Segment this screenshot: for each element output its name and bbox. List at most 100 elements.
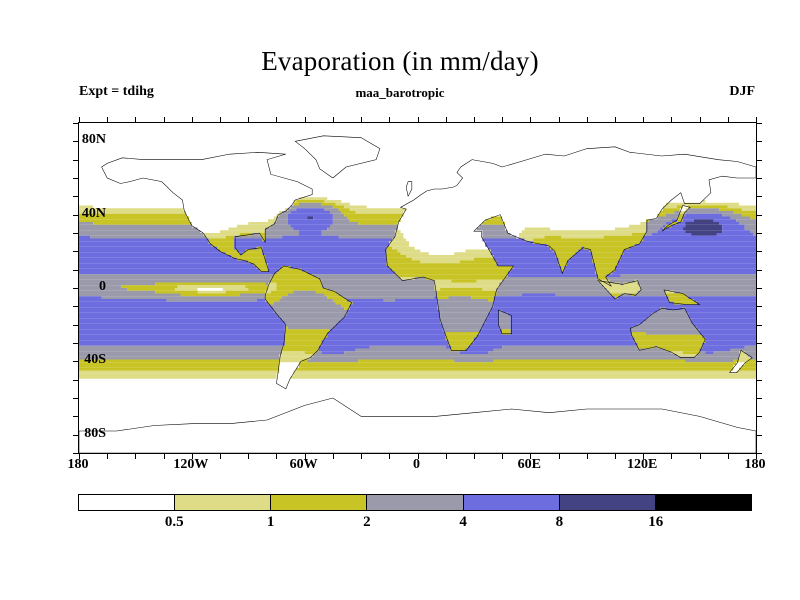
x-axis-tick <box>79 117 80 123</box>
colorbar-band <box>367 495 463 510</box>
x-axis-tick <box>417 453 419 459</box>
page-title: Evaporation (in mm/day) <box>261 46 539 76</box>
x-axis-tick <box>502 453 504 459</box>
y-axis-tick <box>73 288 79 289</box>
y-axis-tick <box>73 434 79 436</box>
x-axis-label: 180 <box>744 457 766 472</box>
x-axis-tick <box>361 117 363 123</box>
y-axis-label: 80N <box>81 132 106 148</box>
x-axis-tick <box>699 117 701 123</box>
x-axis-tick <box>248 453 250 459</box>
colorbar-separator <box>366 495 368 510</box>
x-axis-tick <box>191 117 193 123</box>
x-axis-tick <box>586 453 588 459</box>
x-axis-label: 120W <box>173 457 209 472</box>
coastline <box>406 182 412 197</box>
y-axis-tick <box>756 343 762 344</box>
colorbar-separator <box>654 495 656 510</box>
y-axis-tick <box>73 141 79 143</box>
x-axis-label: 180 <box>67 457 89 472</box>
x-axis-label: 60W <box>289 457 318 472</box>
colorbar-separator <box>270 495 272 510</box>
x-axis-tick <box>220 117 222 123</box>
x-axis-tick <box>445 117 447 123</box>
x-axis-tick <box>276 117 278 123</box>
x-axis-tick <box>614 117 616 123</box>
x-axis-tick <box>530 453 532 459</box>
y-axis-tick <box>756 233 762 234</box>
y-axis-tick <box>73 251 79 253</box>
x-axis-tick <box>135 117 137 123</box>
y-axis-tick <box>756 361 762 363</box>
y-axis-tick <box>73 361 79 363</box>
coastline <box>598 281 641 299</box>
x-axis-tick <box>756 453 757 459</box>
x-axis-tick <box>643 117 645 123</box>
colorbar-separator <box>558 495 560 510</box>
evaporation-contour-map <box>79 123 756 453</box>
colorbar-band <box>79 495 175 510</box>
x-axis-tick <box>671 117 673 123</box>
colorbar-tick-label: 4 <box>459 514 467 530</box>
subtitle-label: maa_barotropic <box>355 85 445 100</box>
y-axis-tick <box>756 269 762 271</box>
coastline <box>79 398 756 453</box>
x-axis-tick <box>332 453 334 459</box>
x-axis-tick <box>614 453 616 459</box>
coastline <box>265 266 352 389</box>
map-plot-area <box>73 117 762 459</box>
y-axis-tick <box>756 159 762 161</box>
x-axis-label: 120E <box>626 457 658 472</box>
x-axis-tick <box>135 453 137 459</box>
x-axis-tick <box>304 453 306 459</box>
x-axis-tick <box>191 453 193 459</box>
x-axis-tick <box>445 453 447 459</box>
colorbar-band <box>463 495 559 510</box>
x-axis-label: 0 <box>413 457 420 472</box>
x-axis-tick <box>79 453 80 459</box>
y-axis-tick <box>73 196 79 198</box>
x-axis-tick <box>530 117 532 123</box>
x-axis-tick <box>361 453 363 459</box>
y-axis-tick <box>756 306 762 308</box>
x-axis-tick <box>727 453 729 459</box>
y-axis-tick <box>756 196 762 198</box>
y-axis-tick <box>73 306 79 308</box>
y-axis-tick <box>73 343 79 344</box>
y-axis-tick <box>73 269 79 271</box>
y-axis-tick <box>756 434 762 436</box>
x-axis-tick <box>558 117 560 123</box>
y-axis-tick <box>756 251 762 253</box>
x-axis-tick <box>502 117 504 123</box>
colorbar-band <box>655 495 751 510</box>
y-axis-tick <box>756 416 762 418</box>
y-axis-tick <box>73 324 79 326</box>
y-axis-tick <box>73 398 79 399</box>
coastline <box>498 310 511 334</box>
x-axis-tick <box>671 453 673 459</box>
y-axis-tick <box>73 453 79 454</box>
x-axis-tick <box>643 453 645 459</box>
x-axis-tick <box>276 453 278 459</box>
experiment-label: Expt = tdihg <box>79 84 154 99</box>
season-label: DJF <box>729 84 755 99</box>
coastline <box>295 136 380 178</box>
y-axis-tick <box>73 416 79 418</box>
coastline <box>662 206 690 232</box>
y-axis-tick <box>756 288 762 289</box>
y-axis-tick <box>756 214 762 216</box>
coastline <box>386 147 756 350</box>
x-axis-tick <box>163 453 165 459</box>
y-axis-tick <box>756 379 762 381</box>
colorbar-band <box>175 495 271 510</box>
x-axis-tick <box>248 117 250 123</box>
y-axis-tick <box>756 141 762 143</box>
colorbar-separator <box>174 495 176 510</box>
x-axis-tick <box>304 117 306 123</box>
x-axis-tick <box>558 453 560 459</box>
y-axis-tick <box>756 453 762 454</box>
y-axis-tick <box>73 178 79 179</box>
coastline <box>730 350 753 372</box>
coastline <box>664 290 700 305</box>
